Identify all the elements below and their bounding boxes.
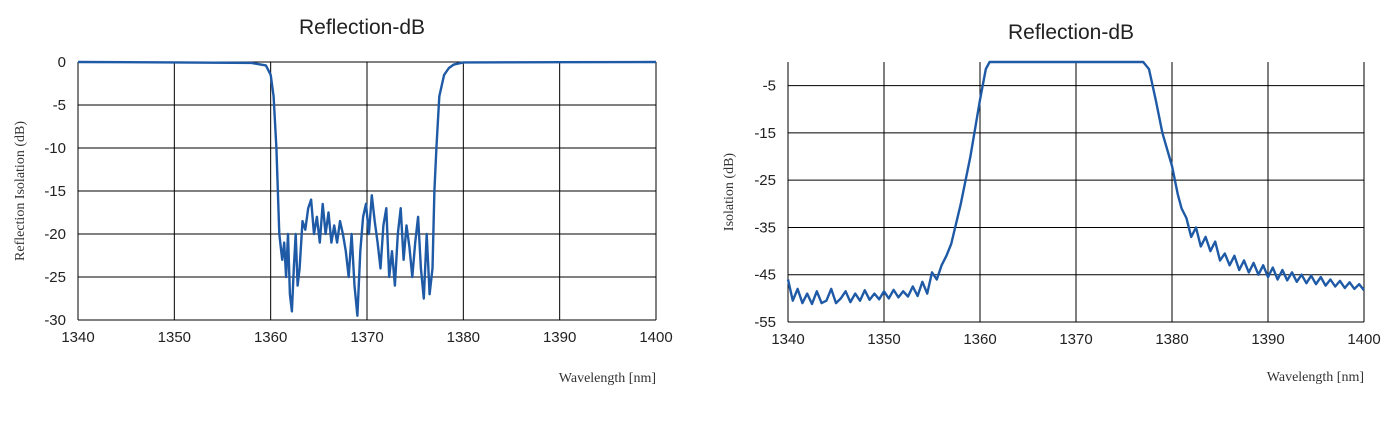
x-tick-label: 1370: [1059, 331, 1092, 348]
y-tick-label: -45: [754, 267, 776, 284]
x-tick-label: 1390: [543, 329, 576, 346]
y-tick-label: -35: [754, 219, 776, 236]
y-tick-label: -20: [44, 226, 66, 243]
y-tick-label: -55: [754, 314, 776, 331]
y-tick-label: -15: [754, 125, 776, 142]
x-tick-label: 1380: [447, 329, 480, 346]
series-line: [77, 60, 657, 317]
chart-title: Reflection-dB: [1008, 21, 1134, 44]
y-tick-label: -25: [754, 172, 776, 189]
x-tick-label: 1360: [254, 329, 287, 346]
x-tick-label: 1340: [771, 331, 804, 348]
y-axis-label: Isolation (dB): [722, 153, 737, 231]
x-axis-label: Wavelength [nm]: [1267, 370, 1364, 385]
chart-left-reflection-isolation: Reflection-dB 1340 1350 1360 1370 1380 1390 140…: [13, 16, 673, 386]
x-tick-label: 1340: [61, 329, 94, 346]
x-tick-label: 1350: [867, 331, 900, 348]
y-tick-label: -5: [53, 97, 66, 114]
y-tick-label: -10: [44, 140, 66, 157]
x-tick-label: 1380: [1155, 331, 1188, 348]
x-tick-label: 1370: [350, 329, 383, 346]
chart-right-isolation: Reflection-dB 1340 1350 1360 1370 1380 1390 140…: [722, 21, 1381, 385]
x-tick-label: 1400: [639, 329, 672, 346]
chart-title: Reflection-dB: [299, 16, 425, 39]
y-tick-label: -30: [44, 312, 66, 329]
y-tick-label: -15: [44, 183, 66, 200]
series-line: [786, 60, 1365, 306]
x-tick-label: 1350: [158, 329, 191, 346]
y-axis-label: Reflection Isolation (dB): [13, 121, 28, 261]
x-tick-label: 1400: [1347, 331, 1380, 348]
x-tick-label: 1390: [1251, 331, 1284, 348]
x-tick-label: 1360: [963, 331, 996, 348]
x-axis-label: Wavelength [nm]: [559, 371, 656, 386]
y-tick-label: -25: [44, 269, 66, 286]
y-tick-label: 0: [58, 54, 66, 71]
y-tick-label: -5: [763, 78, 776, 95]
